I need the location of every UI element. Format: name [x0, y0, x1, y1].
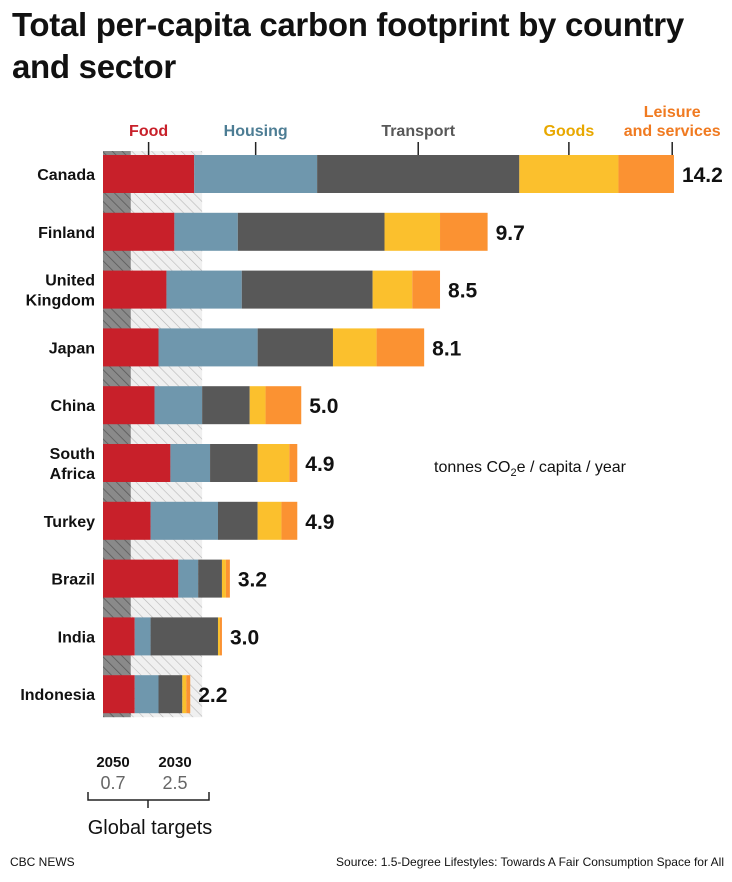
bar-segment-leisure-and-services [281, 501, 298, 540]
country-label: United Kingdom [26, 273, 95, 310]
bar-segment-food [103, 270, 167, 309]
target-year-2030: 2030 [158, 754, 191, 771]
bar-segment-leisure-and-services [225, 559, 230, 598]
bar-segment-transport [198, 559, 222, 598]
bar-segment-food [103, 675, 135, 714]
bar-segment-goods [257, 444, 290, 482]
bar-segment-leisure-and-services [618, 155, 674, 193]
bar-segment-housing [150, 501, 218, 540]
total-value-label: 8.1 [432, 337, 462, 360]
legend-label-goods: Goods [544, 123, 595, 140]
total-value-label: 2.2 [198, 684, 227, 707]
legend-label-leisure-and-services: Leisure and services [624, 104, 721, 140]
bar-segment-food [103, 155, 195, 193]
bar-segment-transport [217, 501, 258, 540]
bar-segment-transport [202, 386, 250, 425]
bar-segment-housing [134, 675, 159, 714]
bar-segment-leisure-and-services [440, 212, 488, 251]
bar-segment-goods [257, 501, 282, 540]
source-note: Source: 1.5-Degree Lifestyles: Towards A… [336, 855, 724, 869]
country-label: South Africa [50, 446, 95, 483]
bar-segment-transport [257, 328, 333, 367]
bar-segment-leisure-and-services [376, 328, 425, 367]
bar-segment-goods [182, 675, 187, 714]
chart-title: Total per-capita carbon footprint by cou… [12, 6, 684, 85]
bar-segment-food [103, 212, 175, 251]
country-label: Brazil [51, 572, 95, 589]
bar-segment-goods [384, 212, 441, 251]
target-value-2050: 0.7 [100, 773, 125, 793]
bar-segment-goods [249, 386, 266, 425]
bar-segment-housing [178, 559, 199, 598]
total-value-label: 14.2 [682, 164, 723, 187]
brand-label: CBC NEWS [10, 855, 75, 869]
total-value-label: 9.7 [496, 222, 525, 245]
bar-segment-goods [217, 617, 220, 656]
bar-segment-food [103, 559, 179, 598]
legend-label-transport: Transport [381, 123, 455, 140]
bar-segment-leisure-and-services [412, 270, 441, 309]
target-year-2050: 2050 [96, 754, 129, 771]
bar-segment-housing [134, 617, 151, 656]
bar-segment-transport [317, 155, 520, 193]
target-value-2030: 2.5 [162, 773, 187, 793]
unit-label: tonnes CO2e / capita / year [434, 459, 627, 479]
country-label: China [51, 398, 96, 415]
bar-segment-goods [372, 270, 413, 309]
total-value-label: 3.2 [238, 569, 267, 592]
bar-segment-transport [241, 270, 373, 309]
country-label: Turkey [44, 514, 95, 531]
country-label: Japan [49, 340, 95, 357]
country-label: Indonesia [20, 687, 95, 704]
bar-segment-housing [166, 270, 242, 309]
total-value-label: 8.5 [448, 280, 478, 303]
bar-segment-food [103, 501, 151, 540]
country-label: India [58, 629, 95, 646]
bar-segment-leisure-and-services [219, 617, 222, 656]
bar-segment-transport [210, 444, 258, 482]
bar-segment-goods [221, 559, 226, 598]
bar-segment-transport [150, 617, 218, 656]
bar-segment-food [103, 386, 155, 425]
bar-segment-leisure-and-services [186, 675, 191, 714]
bar-segment-housing [158, 328, 258, 367]
bar-segment-housing [194, 155, 318, 193]
bar-segment-leisure-and-services [265, 386, 302, 425]
total-value-label: 4.9 [305, 511, 334, 534]
bar-segment-housing [154, 386, 203, 425]
country-label: Canada [37, 167, 95, 184]
legend-label-food: Food [129, 123, 168, 140]
bar-segment-food [103, 444, 171, 482]
bar-segment-housing [170, 444, 211, 482]
total-value-label: 3.0 [230, 626, 259, 649]
bar-segment-goods [332, 328, 377, 367]
total-value-label: 4.9 [305, 453, 334, 476]
bar-segment-food [103, 617, 135, 656]
bar-segment-leisure-and-services [289, 444, 298, 482]
bar-segment-transport [158, 675, 183, 714]
legend-label-housing: Housing [224, 123, 288, 140]
bar-segment-transport [237, 212, 385, 251]
country-label: Finland [38, 225, 95, 242]
global-targets-label: Global targets [88, 817, 213, 839]
bar-segment-goods [519, 155, 619, 193]
targets-bracket [87, 792, 210, 801]
bar-segment-housing [174, 212, 238, 251]
total-value-label: 5.0 [309, 395, 338, 418]
bar-segment-food [103, 328, 159, 367]
